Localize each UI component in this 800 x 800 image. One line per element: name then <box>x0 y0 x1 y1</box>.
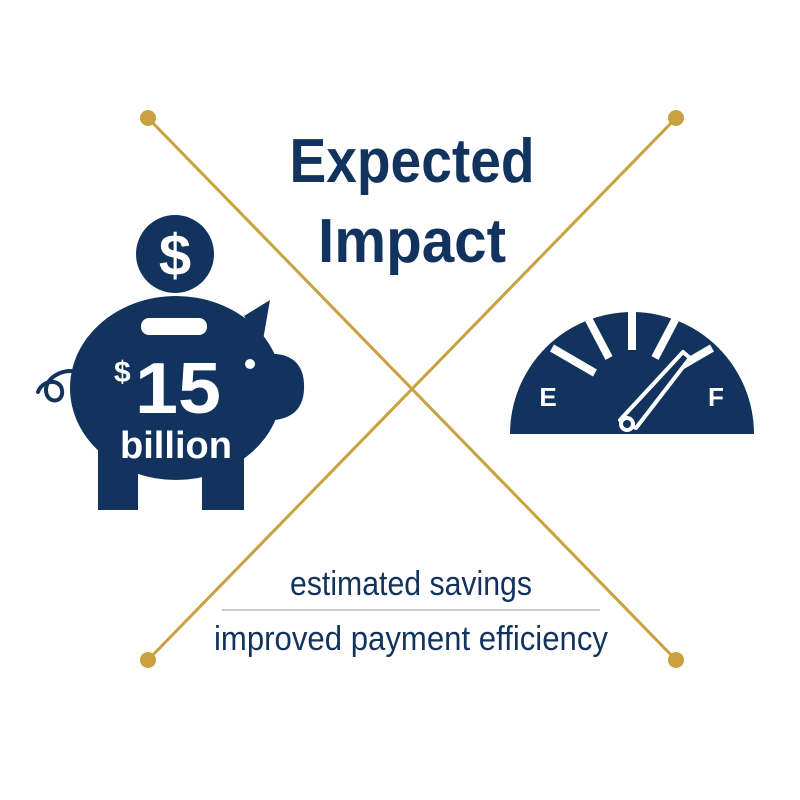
caption-payment-efficiency: improved payment efficiency <box>214 620 608 658</box>
pig-body <box>70 296 305 510</box>
gold-line-ascending <box>146 116 678 662</box>
caption-estimated-savings: estimated savings <box>290 565 532 603</box>
coin-dollar-sign: $ <box>159 223 191 288</box>
piggy-bank-icon: $ $ 15 billion <box>36 215 305 510</box>
pig-eye <box>245 359 255 369</box>
fuel-gauge-icon: E F <box>510 312 754 434</box>
page-title: Expected Impact <box>290 127 535 276</box>
gauge-ticks <box>549 312 715 377</box>
savings-unit: billion <box>120 425 232 467</box>
pig-tail <box>36 369 80 403</box>
gold-dot-top-left <box>140 110 156 126</box>
gauge-empty-label: E <box>539 382 556 412</box>
gold-dot-top-right <box>668 110 684 126</box>
gauge-full-label: F <box>708 382 724 412</box>
gold-cross-lines <box>140 110 684 668</box>
gold-dot-bottom-left <box>140 652 156 668</box>
gold-dot-bottom-right <box>668 652 684 668</box>
savings-amount: 15 <box>135 349 221 429</box>
captions: estimated savings improved payment effic… <box>214 565 608 658</box>
title-line-1: Expected <box>290 127 535 196</box>
gauge-body <box>510 312 754 434</box>
title-line-2: Impact <box>318 207 506 276</box>
savings-currency: $ <box>114 356 131 389</box>
coin-slot <box>141 318 207 335</box>
dollar-coin-icon: $ <box>136 215 214 293</box>
